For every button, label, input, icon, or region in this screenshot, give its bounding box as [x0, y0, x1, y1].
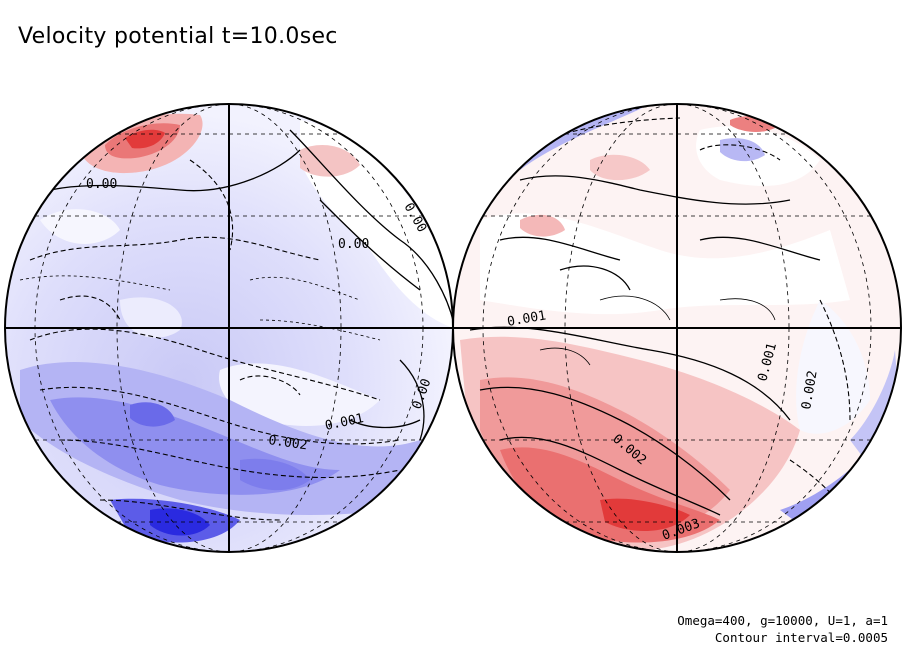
right-globe-outline — [452, 103, 902, 553]
left-globe: 0.00 0.00 0.00 0.001 0.002 0.00 — [4, 103, 454, 553]
left-contour-label: 0.00 — [86, 177, 117, 192]
left-globe-fields — [19, 113, 453, 543]
left-contour-label: 0.002 — [267, 433, 308, 453]
contour-interval-text: Contour interval=0.0005 — [714, 630, 888, 645]
parameters-text: Omega=400, g=10000, U=1, a=1 — [677, 613, 888, 628]
right-contour-label: 0.001 — [506, 308, 547, 330]
plot-title: Velocity potential t=10.0sec — [18, 24, 338, 49]
right-globe: 0.001 0.001 0.002 0.002 0.003 — [452, 103, 902, 553]
left-contour-label: 0.00 — [338, 237, 369, 252]
right-contour-label: 0.002 — [799, 370, 821, 411]
